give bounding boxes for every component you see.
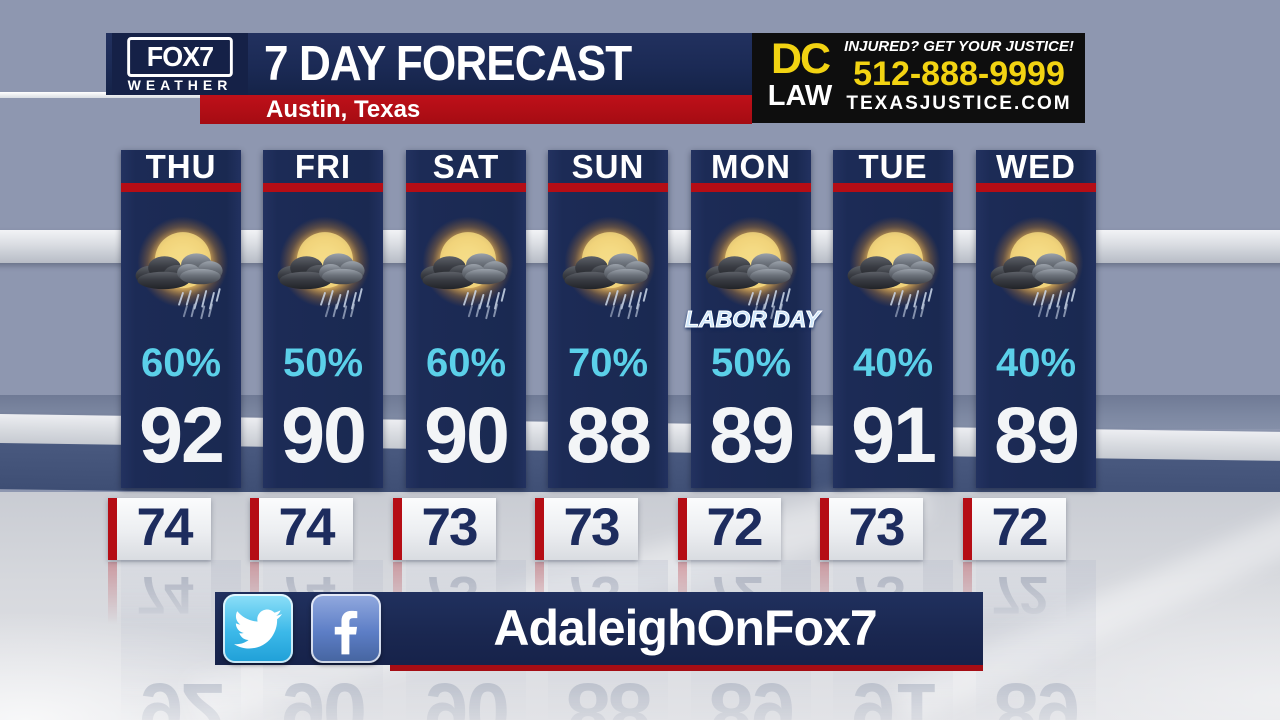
sponsor-brand-top: DC [770, 35, 831, 83]
social-banner: AdaleighOnFox7 [215, 592, 983, 671]
high-temp-reflection: 89 [709, 667, 793, 720]
day-label: TUE [858, 148, 928, 185]
low-temp-box: 73 [820, 498, 923, 560]
day-label: MON [711, 148, 791, 185]
sponsor-details: INJURED? GET YOUR JUSTICE! 512-888-9999 … [838, 37, 1080, 116]
day-panel: SUN 70% 88 [548, 150, 668, 488]
low-temp: 72 [706, 498, 764, 557]
precip-chance: 50% [710, 341, 792, 385]
low-temp-box: 72 [963, 498, 1066, 560]
low-box-reflection: 74 [108, 562, 211, 624]
forecast-day-sat: 73 90 SAT 60% 90 73 [393, 150, 526, 720]
high-temp-reflection: 92 [139, 667, 223, 720]
day-label: WED [996, 148, 1076, 185]
page-title: 7 DAY FORECAST [264, 37, 632, 91]
low-accent-bar [820, 498, 829, 560]
facebook-icon [311, 594, 381, 663]
day-panel: FRI 50% 90 [263, 150, 383, 488]
day-panel: TUE 40% 91 [833, 150, 953, 488]
high-temp: 88 [566, 390, 652, 479]
day-underline [263, 183, 383, 192]
sun-rain-clouds-icon [123, 202, 239, 326]
low-temp: 72 [991, 498, 1049, 557]
low-temp: 74 [136, 498, 194, 557]
day-underline [406, 183, 526, 192]
day-label: FRI [294, 148, 352, 185]
low-accent-bar [535, 498, 544, 560]
forecast-day-wed: 72 89 WED 40% 89 72 [963, 150, 1096, 720]
day-panel: THU 60% 92 [121, 150, 241, 488]
precip-chance: 40% [995, 341, 1077, 385]
high-temp: 92 [139, 390, 225, 479]
day-panel: WED 40% 89 [976, 150, 1096, 488]
day-label: THU [145, 148, 217, 185]
high-temp: 90 [281, 390, 367, 479]
forecast-day-mon: 72 89 MON LABOR DAY 50% 89 72 [678, 148, 821, 720]
low-accent-bar [108, 498, 117, 560]
low-accent-bar [963, 498, 972, 560]
fox7-logo: FOX7 [127, 37, 233, 77]
header-bar: FOX7 WEATHER 7 DAY FORECAST [106, 33, 752, 95]
high-temp-reflection: 91 [851, 667, 935, 720]
precip-chance: 40% [852, 341, 934, 385]
day-label: SAT [432, 148, 500, 185]
sponsor-brand: DC LAW [764, 37, 836, 111]
day-underline [833, 183, 953, 192]
precip-chance: 70% [567, 341, 649, 385]
station-logo-block: FOX7 WEATHER [112, 33, 248, 95]
low-accent-bar [250, 498, 259, 560]
low-temp-box: 74 [108, 498, 211, 560]
high-temp: 89 [709, 390, 795, 479]
sun-rain-clouds-icon [835, 202, 951, 326]
day-panel: SAT 60% 90 [406, 150, 526, 488]
day-underline [548, 183, 668, 192]
sun-rain-clouds-icon [550, 202, 666, 326]
header-left-rule [0, 92, 206, 98]
high-temp-reflection: 90 [281, 667, 365, 720]
forecast-day-thu: 74 92 THU 60% 92 74 [108, 150, 241, 720]
holiday-badge: LABOR DAY [685, 306, 821, 333]
weather-wordmark: WEATHER [127, 77, 233, 93]
low-temp-box: 73 [393, 498, 496, 560]
low-temp: 74 [278, 498, 336, 557]
day-label: SUN [571, 148, 645, 185]
banner-underline [390, 665, 983, 671]
low-accent-bar [393, 498, 402, 560]
sponsor-brand-bottom: LAW [767, 80, 833, 112]
sun-rain-clouds-icon [265, 202, 381, 326]
low-accent-bar [678, 498, 687, 560]
high-temp: 91 [851, 390, 937, 479]
low-temp: 73 [563, 498, 621, 557]
sponsor-tagline: INJURED? GET YOUR JUSTICE! [844, 38, 1074, 55]
low-temp-box: 73 [535, 498, 638, 560]
sun-rain-clouds-icon [408, 202, 524, 326]
sponsor-ad: DC LAW INJURED? GET YOUR JUSTICE! 512-88… [752, 33, 1085, 123]
high-temp: 89 [994, 390, 1080, 479]
twitter-icon [223, 594, 293, 663]
low-temp-box: 72 [678, 498, 781, 560]
location-text: Austin, Texas [266, 96, 421, 123]
sun-rain-clouds-icon [978, 202, 1094, 326]
sponsor-phone: 512-888-9999 [853, 55, 1065, 93]
high-temp: 90 [424, 390, 510, 479]
social-handle: AdaleighOnFox7 [493, 600, 877, 656]
sponsor-website: TEXASJUSTICE.COM [846, 93, 1072, 114]
precip-chance: 60% [140, 341, 222, 385]
high-temp-reflection: 88 [566, 667, 650, 720]
day-underline [691, 183, 811, 192]
location-bar: Austin, Texas [200, 95, 752, 124]
low-temp: 73 [848, 498, 906, 557]
low-temp: 73 [421, 498, 479, 557]
day-panel: MON LABOR DAY 50% 89 [685, 148, 821, 488]
day-underline [976, 183, 1096, 192]
low-temp-box: 74 [250, 498, 353, 560]
high-temp-reflection: 89 [994, 667, 1078, 720]
precip-chance: 50% [282, 341, 364, 385]
high-temp-reflection: 90 [424, 667, 508, 720]
day-underline [121, 183, 241, 192]
precip-chance: 60% [425, 341, 507, 385]
